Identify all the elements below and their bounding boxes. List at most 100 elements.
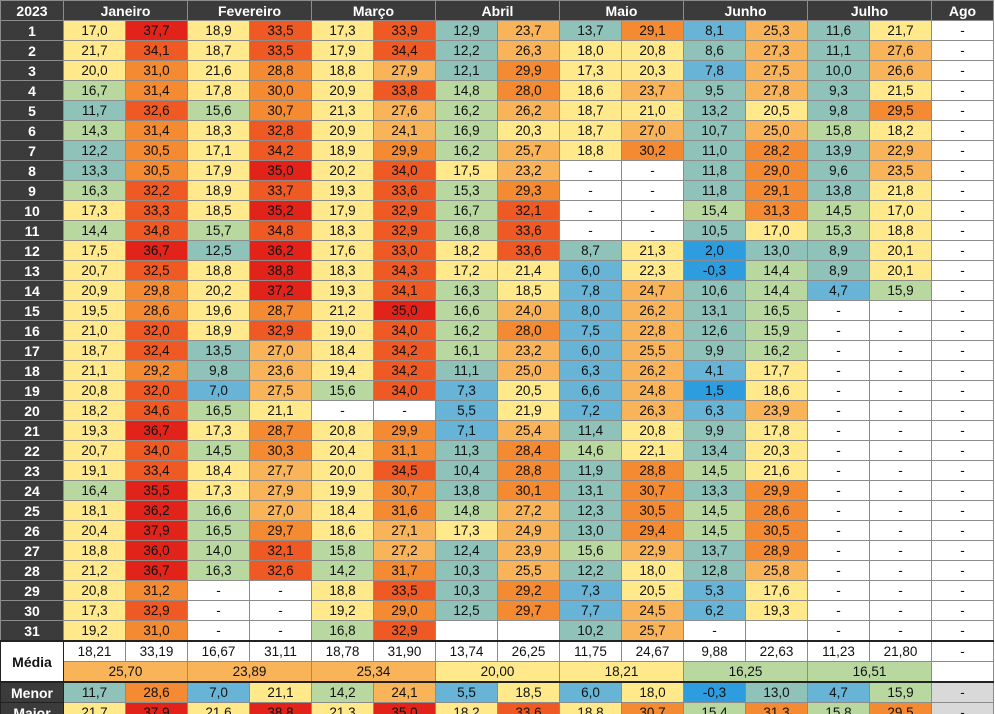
media-cell[interactable]: - (931, 640, 994, 662)
media-cell[interactable]: 31,11 (249, 640, 312, 662)
temperature-cell[interactable]: - (931, 140, 994, 161)
temperature-cell[interactable]: - (931, 360, 994, 381)
temperature-cell[interactable]: 7,2 (559, 400, 622, 421)
temperature-cell[interactable]: 18,5 (497, 280, 560, 301)
temperature-cell[interactable]: 20,8 (621, 420, 684, 441)
temperature-cell[interactable]: 31,3 (745, 200, 808, 221)
maior-cell[interactable]: 21,6 (187, 702, 250, 714)
temperature-cell[interactable]: 28,9 (745, 540, 808, 561)
temperature-cell[interactable]: 7,1 (435, 420, 498, 441)
temperature-cell[interactable]: 18,2 (435, 240, 498, 261)
temperature-cell[interactable]: 9,8 (807, 100, 870, 121)
temperature-cell[interactable]: 27,2 (373, 540, 436, 561)
temperature-cell[interactable]: 34,5 (373, 460, 436, 481)
temperature-cell[interactable]: - (931, 420, 994, 441)
temperature-cell[interactable]: 33,5 (249, 40, 312, 61)
temperature-cell[interactable]: 12,2 (559, 560, 622, 581)
temperature-cell[interactable]: 30,5 (621, 500, 684, 521)
temperature-cell[interactable]: - (807, 420, 870, 441)
temperature-cell[interactable]: 22,1 (621, 440, 684, 461)
temperature-cell[interactable]: 13,5 (187, 340, 250, 361)
temperature-cell[interactable]: 30,5 (745, 520, 808, 541)
temperature-cell[interactable]: 27,5 (745, 60, 808, 81)
temperature-cell[interactable]: 10,5 (683, 220, 746, 241)
temperature-cell[interactable]: 28,8 (497, 460, 560, 481)
temperature-cell[interactable]: 16,2 (435, 100, 498, 121)
media-combined-cell[interactable]: 25,34 (311, 661, 436, 683)
temperature-cell[interactable]: 14,4 (745, 280, 808, 301)
temperature-cell[interactable]: - (187, 580, 250, 601)
media-combined-cell[interactable]: 18,21 (559, 661, 684, 683)
temperature-cell[interactable]: 30,1 (497, 480, 560, 501)
temperature-cell[interactable]: 19,3 (63, 420, 126, 441)
temperature-cell[interactable]: - (931, 60, 994, 81)
temperature-cell[interactable]: 20,0 (63, 60, 126, 81)
temperature-cell[interactable]: 17,3 (435, 520, 498, 541)
temperature-cell[interactable]: 14,5 (683, 460, 746, 481)
temperature-cell[interactable]: 25,3 (745, 20, 808, 41)
temperature-cell[interactable]: 22,9 (869, 140, 932, 161)
temperature-cell[interactable]: 20,0 (311, 460, 374, 481)
temperature-cell[interactable]: 12,5 (435, 600, 498, 621)
temperature-cell[interactable]: - (931, 460, 994, 481)
temperature-cell[interactable]: 16,6 (435, 300, 498, 321)
temperature-cell[interactable]: 15,9 (869, 280, 932, 301)
temperature-cell[interactable]: 34,8 (249, 220, 312, 241)
temperature-cell[interactable]: 36,2 (249, 240, 312, 261)
temperature-cell[interactable]: - (931, 440, 994, 461)
temperature-cell[interactable]: 30,7 (373, 480, 436, 501)
temperature-cell[interactable]: 16,1 (435, 340, 498, 361)
temperature-cell[interactable]: 29,4 (621, 520, 684, 541)
temperature-cell[interactable]: 28,8 (621, 460, 684, 481)
temperature-cell[interactable]: 17,3 (187, 480, 250, 501)
temperature-cell[interactable]: 17,7 (745, 360, 808, 381)
temperature-cell[interactable]: 26,6 (869, 60, 932, 81)
temperature-cell[interactable]: 18,8 (63, 540, 126, 561)
temperature-cell[interactable]: - (807, 340, 870, 361)
temperature-cell[interactable]: 35,0 (373, 300, 436, 321)
temperature-cell[interactable]: - (373, 400, 436, 421)
temperature-cell[interactable]: - (931, 260, 994, 281)
media-cell[interactable]: 26,25 (497, 640, 560, 662)
temperature-cell[interactable]: 33,8 (373, 80, 436, 101)
temperature-cell[interactable]: 11,0 (683, 140, 746, 161)
temperature-cell[interactable]: - (931, 540, 994, 561)
temperature-cell[interactable]: 8,7 (559, 240, 622, 261)
temperature-cell[interactable]: 26,3 (497, 40, 560, 61)
temperature-cell[interactable]: 18,1 (63, 500, 126, 521)
temperature-cell[interactable]: 21,6 (745, 460, 808, 481)
temperature-cell[interactable]: 16,2 (435, 140, 498, 161)
temperature-cell[interactable]: 9,9 (683, 420, 746, 441)
temperature-cell[interactable]: 29,7 (249, 520, 312, 541)
temperature-cell[interactable]: 32,0 (125, 320, 188, 341)
temperature-cell[interactable]: 13,3 (683, 480, 746, 501)
temperature-cell[interactable]: 36,0 (125, 540, 188, 561)
temperature-cell[interactable]: 19,5 (63, 300, 126, 321)
temperature-cell[interactable]: 11,6 (807, 20, 870, 41)
temperature-cell[interactable]: 34,6 (125, 400, 188, 421)
maior-cell[interactable]: - (931, 702, 994, 714)
temperature-cell[interactable]: 18,5 (187, 200, 250, 221)
temperature-cell[interactable]: 21,0 (63, 320, 126, 341)
temperature-cell[interactable]: 19,6 (187, 300, 250, 321)
temperature-cell[interactable]: 18,8 (311, 60, 374, 81)
temperature-cell[interactable]: 25,7 (621, 620, 684, 642)
temperature-cell[interactable]: 34,8 (125, 220, 188, 241)
temperature-cell[interactable]: - (869, 600, 932, 621)
temperature-cell[interactable]: 21,9 (497, 400, 560, 421)
temperature-cell[interactable]: 29,9 (497, 60, 560, 81)
temperature-cell[interactable]: 20,7 (63, 260, 126, 281)
temperature-cell[interactable]: 35,2 (249, 200, 312, 221)
temperature-cell[interactable]: 16,7 (435, 200, 498, 221)
temperature-cell[interactable]: 7,8 (683, 60, 746, 81)
temperature-cell[interactable]: 30,0 (249, 80, 312, 101)
temperature-cell[interactable]: 17,8 (187, 80, 250, 101)
temperature-cell[interactable]: - (807, 460, 870, 481)
temperature-cell[interactable]: 15,4 (683, 200, 746, 221)
temperature-cell[interactable]: 1,5 (683, 380, 746, 401)
temperature-cell[interactable]: 25,5 (621, 340, 684, 361)
temperature-cell[interactable]: - (807, 440, 870, 461)
media-combined-cell[interactable]: 20,00 (435, 661, 560, 683)
temperature-cell[interactable]: 27,8 (745, 80, 808, 101)
temperature-cell[interactable]: 28,7 (249, 420, 312, 441)
